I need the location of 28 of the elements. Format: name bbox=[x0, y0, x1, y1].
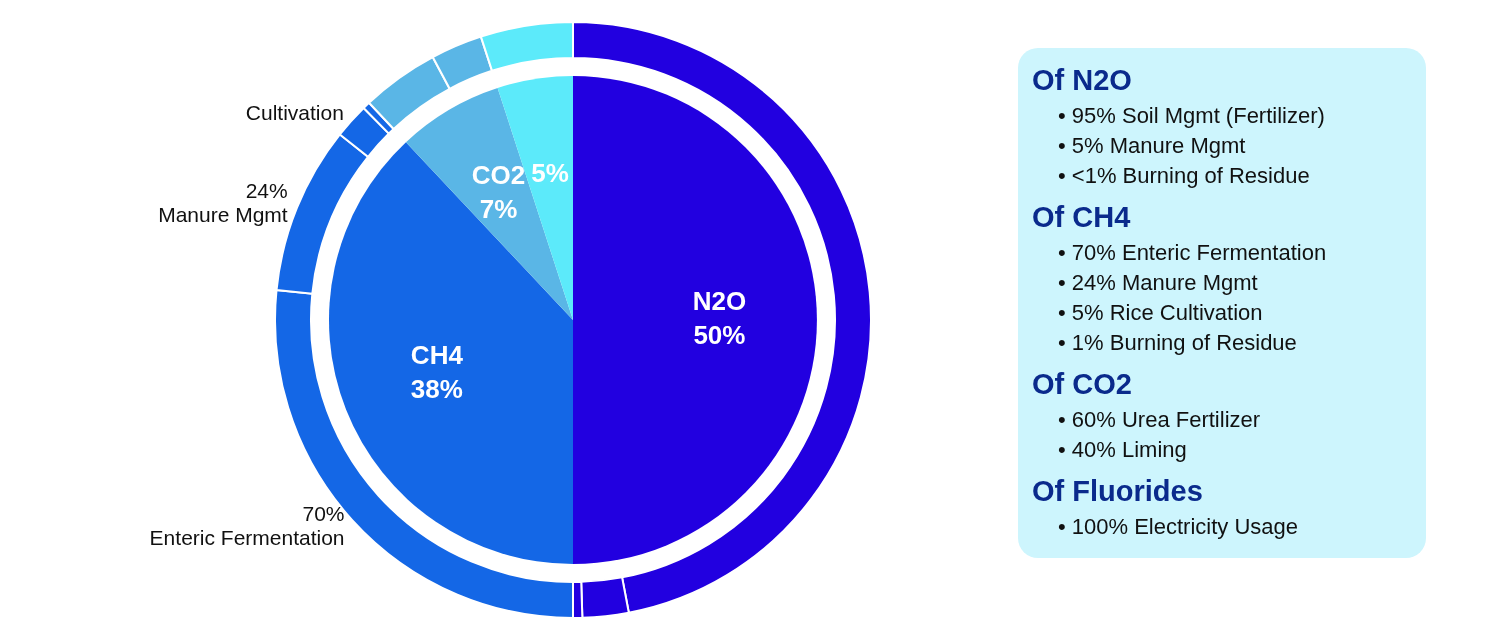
slice-label: CO2 bbox=[471, 159, 526, 190]
text: • 40% Liming bbox=[1058, 436, 1188, 464]
text: Of Fluorides bbox=[1032, 475, 1204, 508]
data-label: 5% bbox=[531, 158, 569, 189]
slice-label: Cultivation bbox=[245, 100, 344, 124]
data-label: 7% bbox=[479, 193, 518, 224]
text: • 70% Enteric Fermentation bbox=[1058, 239, 1328, 267]
slice-label: CH4 bbox=[410, 339, 464, 370]
text: • 24% Manure Mgmt bbox=[1058, 269, 1259, 297]
text: • 60% Urea Fertilizer bbox=[1058, 406, 1262, 434]
text: • 5% Rice Cultivation bbox=[1058, 299, 1264, 327]
text: • 95% Soil Mgmt (Fertilizer) bbox=[1058, 102, 1326, 130]
text: • 1% Burning of Residue bbox=[1058, 329, 1298, 357]
text: • 100% Electricity Usage bbox=[1058, 513, 1300, 541]
slice-label: Enteric Fermentation bbox=[149, 525, 345, 549]
text: Of N2O bbox=[1032, 64, 1133, 97]
text: 24% bbox=[245, 178, 288, 202]
slice-label: Manure Mgmt bbox=[158, 202, 288, 226]
text: • <1% Burning of Residue bbox=[1058, 162, 1311, 190]
slice-label: N2O bbox=[692, 285, 747, 316]
text: Of CH4 bbox=[1032, 201, 1132, 234]
text: • 5% Manure Mgmt bbox=[1058, 132, 1247, 160]
text: Of CO2 bbox=[1032, 368, 1133, 401]
data-label: 50% bbox=[693, 319, 746, 350]
pie-slice bbox=[405, 87, 573, 320]
data-label: 38% bbox=[410, 373, 463, 404]
text: 70% bbox=[302, 501, 345, 525]
pie-slice bbox=[573, 76, 817, 564]
